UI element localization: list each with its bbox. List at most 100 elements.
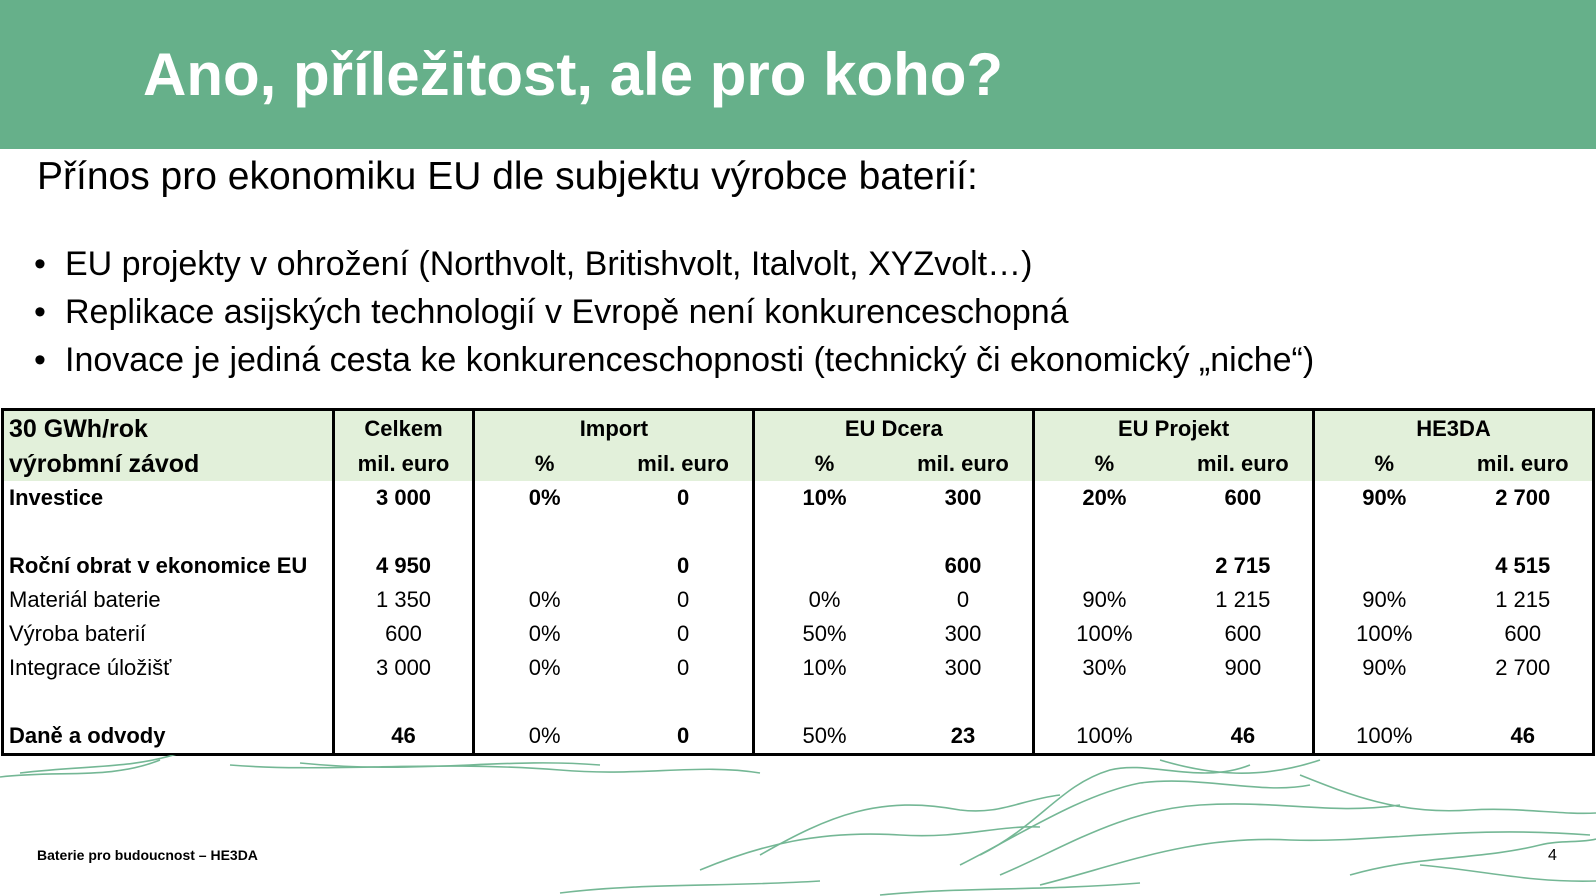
cell-value: 2 700 — [1495, 655, 1551, 680]
row-label: Výroba baterií — [9, 621, 146, 646]
bullet-item: • EU projekty v ohrožení (Northvolt, Brit… — [34, 240, 1314, 288]
cell-value: 90% — [1312, 481, 1454, 515]
cell-value: 2 715 — [1215, 553, 1271, 578]
decorative-lines-graphic — [0, 755, 1596, 896]
bullet-dot-icon: • — [34, 341, 46, 379]
cell-value: 46 — [1230, 723, 1256, 748]
table-row: Daně a odvody 46 0% 0 50% 23 100% 46 100… — [3, 719, 1594, 755]
bullet-item: • Inovace je jediná cesta ke konkurencesc… — [34, 336, 1314, 384]
cell-value: 600 — [1224, 485, 1262, 510]
table-row: Integrace úložišť 3 000 0% 0 10% 300 30%… — [3, 651, 1594, 685]
bullet-list: • EU projekty v ohrožení (Northvolt, Brit… — [34, 240, 1314, 384]
cell-value: 90% — [1312, 651, 1454, 685]
cell-value — [472, 549, 614, 583]
cell-value: 100% — [1032, 617, 1174, 651]
cell-value: 0 — [677, 485, 690, 510]
cell-value: 20% — [1032, 481, 1174, 515]
cell-value: 0% — [752, 583, 894, 617]
cell-value: 3 000 — [331, 651, 474, 685]
table-subheader-row: výrobmní závod mil. euro % mil. euro % m… — [2, 447, 1594, 481]
cell-value: 10% — [752, 651, 894, 685]
cell-value: 1 350 — [331, 583, 474, 617]
cell-value: 0 — [677, 587, 690, 612]
cell-value: 90% — [1032, 583, 1174, 617]
cell-value: 10% — [752, 481, 894, 515]
cell-value: 0% — [472, 719, 614, 755]
subheader-pct: % — [472, 447, 614, 481]
row-label: Investice — [9, 485, 104, 510]
slide-subtitle: Přínos pro ekonomiku EU dle subjektu výr… — [37, 155, 978, 198]
table-row-spacer — [3, 515, 1594, 549]
cell-value: 600 — [1504, 621, 1542, 646]
row-label: Daně a odvody — [9, 723, 166, 748]
subheader-unit: mil. euro — [1173, 447, 1314, 481]
subheader-unit: mil. euro — [893, 447, 1034, 481]
cell-value: 4 515 — [1495, 553, 1551, 578]
subheader-unit: mil. euro — [331, 447, 474, 481]
cell-value: 0% — [472, 651, 614, 685]
subheader-unit: mil. euro — [1453, 447, 1594, 481]
cell-value: 900 — [1224, 655, 1262, 680]
bullet-item: • Replikace asijských technologií v Evrop… — [34, 288, 1314, 336]
cell-value: 300 — [944, 621, 982, 646]
table-row: Výroba baterií 600 0% 0 50% 300 100% 600… — [3, 617, 1594, 651]
header-celkem: Celkem — [331, 409, 474, 447]
cell-value: 0% — [472, 481, 614, 515]
footer-text: Baterie pro budoucnost – HE3DA — [37, 847, 258, 863]
cell-value: 100% — [1312, 719, 1454, 755]
cell-value — [752, 549, 894, 583]
cell-value — [1032, 549, 1174, 583]
table-header-row: 30 GWh/rok Celkem Import EU Dcera EU Pro… — [2, 409, 1594, 447]
cell-value: 600 — [331, 617, 474, 651]
cell-value: 90% — [1312, 583, 1454, 617]
page-number: 4 — [1548, 847, 1557, 864]
subheader-unit: mil. euro — [613, 447, 754, 481]
subheader-pct: % — [1032, 447, 1174, 481]
cell-value: 0% — [472, 583, 614, 617]
cell-value: 100% — [1032, 719, 1174, 755]
header-import: Import — [472, 409, 754, 447]
cell-value: 30% — [1032, 651, 1174, 685]
cell-value: 46 — [331, 719, 474, 755]
header-he3da: HE3DA — [1312, 409, 1594, 447]
row-label: Integrace úložišť — [9, 655, 172, 680]
corner-label-top: 30 GWh/rok — [2, 409, 334, 447]
cell-value — [1312, 549, 1454, 583]
subheader-pct: % — [752, 447, 894, 481]
row-label: Materiál baterie — [9, 587, 161, 612]
cell-value: 0 — [956, 587, 970, 612]
header-eu-projekt: EU Projekt — [1032, 409, 1314, 447]
table-row-spacer — [3, 685, 1594, 719]
bullet-text: EU projekty v ohrožení (Northvolt, Briti… — [65, 245, 1033, 283]
cell-value: 300 — [944, 485, 982, 510]
cell-value: 4 950 — [331, 549, 474, 583]
bullet-dot-icon: • — [34, 245, 46, 283]
cell-value: 0 — [677, 723, 690, 748]
cell-value: 300 — [944, 655, 982, 680]
cell-value: 50% — [752, 617, 894, 651]
corner-label-bottom: výrobmní závod — [2, 447, 334, 481]
cell-value: 600 — [944, 553, 982, 578]
slide-title: Ano, příležitost, ale pro koho? — [143, 41, 1004, 108]
cell-value: 50% — [752, 719, 894, 755]
cell-value: 600 — [1224, 621, 1262, 646]
cell-value: 2 700 — [1495, 485, 1551, 510]
bullet-text: Inovace je jediná cesta ke konkurencesch… — [65, 341, 1315, 379]
row-label: Roční obrat v ekonomice EU — [9, 553, 308, 578]
bullet-dot-icon: • — [34, 293, 46, 331]
table-row: Materiál baterie 1 350 0% 0 0% 0 90% 1 2… — [3, 583, 1594, 617]
cell-value: 0 — [677, 553, 690, 578]
cell-value: 0 — [677, 655, 690, 680]
table-row: Investice 3 000 0% 0 10% 300 20% 600 90%… — [3, 481, 1594, 515]
header-eu-dcera: EU Dcera — [752, 409, 1034, 447]
economy-table: 30 GWh/rok Celkem Import EU Dcera EU Pro… — [1, 408, 1595, 756]
table-row: Roční obrat v ekonomice EU 4 950 0 600 2… — [3, 549, 1594, 583]
cell-value: 0% — [472, 617, 614, 651]
cell-value: 100% — [1312, 617, 1454, 651]
cell-value: 46 — [1510, 723, 1535, 748]
cell-value: 1 215 — [1495, 587, 1551, 612]
cell-value: 23 — [950, 723, 976, 748]
cell-value: 0 — [677, 621, 690, 646]
subheader-pct: % — [1312, 447, 1454, 481]
bullet-text: Replikace asijských technologií v Evropě… — [65, 293, 1069, 331]
